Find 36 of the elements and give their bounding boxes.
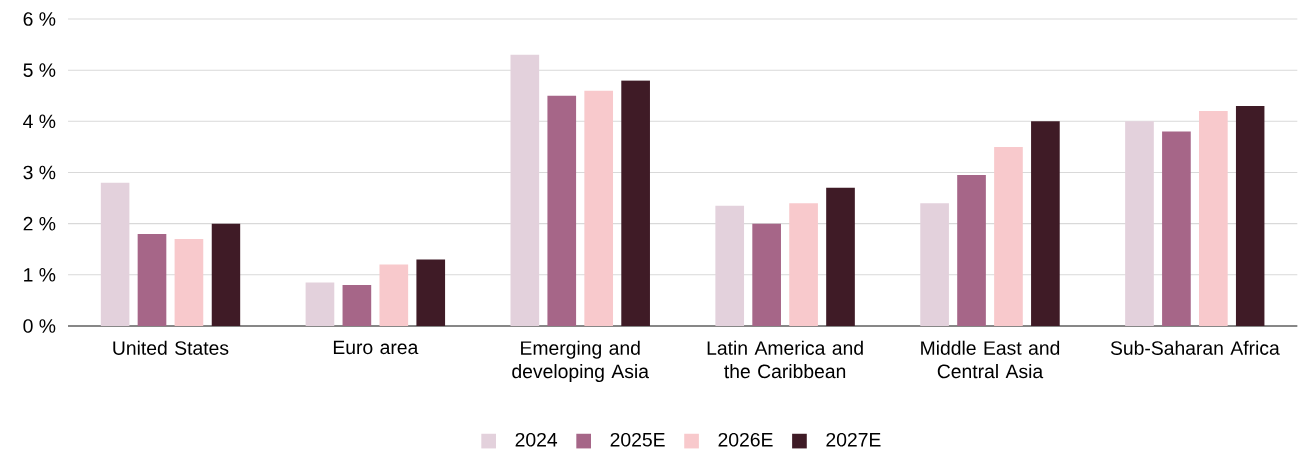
legend-label: 2027E <box>826 432 881 447</box>
bar <box>305 282 335 326</box>
bar <box>584 90 614 326</box>
x-tick-label: Sub-Saharan Africa <box>1110 340 1280 355</box>
bar <box>379 264 409 326</box>
x-tick-label: Emerging and developing Asia <box>512 340 649 383</box>
bar <box>752 223 781 326</box>
legend-label: 2025E <box>610 432 665 447</box>
bar <box>621 80 650 326</box>
y-tick-label: 0 % <box>23 319 56 333</box>
bar <box>137 233 167 326</box>
bar <box>174 239 204 326</box>
y-tick-label: 2 % <box>23 216 56 231</box>
legend-label: 2026E <box>718 432 773 447</box>
x-tick-label: Middle East and Central Asia <box>921 340 1060 379</box>
bar <box>1235 105 1265 326</box>
bar <box>547 95 577 326</box>
x-tick-label: Euro area <box>333 340 419 355</box>
bar <box>826 187 855 326</box>
bar <box>342 285 372 326</box>
y-tick-label: 3 % <box>23 165 56 180</box>
bar <box>994 146 1023 326</box>
y-tick-label: 4 % <box>23 114 56 129</box>
bar <box>416 259 446 326</box>
bar <box>211 223 241 326</box>
bar <box>1199 111 1228 326</box>
y-tick-label: 1 % <box>24 268 56 282</box>
y-tick-label: 5 % <box>23 63 56 77</box>
bar <box>1031 121 1060 326</box>
x-tick-label: United States <box>113 340 229 355</box>
bar <box>789 203 818 326</box>
bar <box>957 175 986 326</box>
x-tick-label: Latin America and the Caribbean <box>707 340 863 379</box>
bar <box>1162 131 1191 326</box>
y-tick-label: 6 % <box>23 12 56 26</box>
legend-label: 2024 <box>515 432 558 447</box>
